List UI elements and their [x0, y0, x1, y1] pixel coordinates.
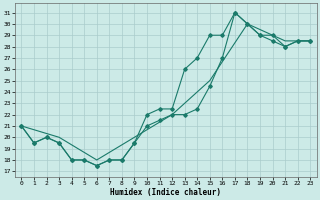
X-axis label: Humidex (Indice chaleur): Humidex (Indice chaleur)	[110, 188, 221, 197]
